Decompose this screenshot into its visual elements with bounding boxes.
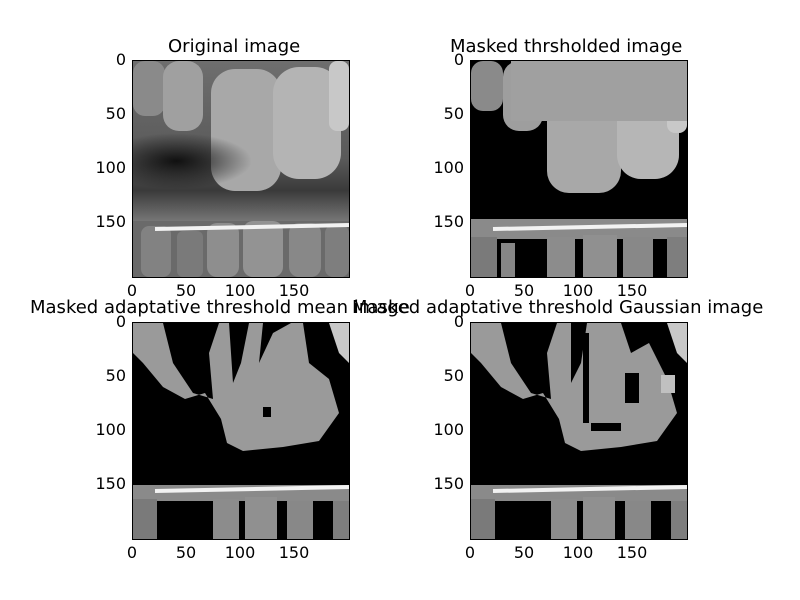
y-tick-label: 150 — [433, 474, 464, 493]
adaptive-mean-image — [133, 323, 349, 539]
y-tick-label: 100 — [95, 420, 126, 439]
image-axes — [132, 60, 350, 278]
x-tick-label: 150 — [278, 543, 310, 562]
panel-title: Masked adaptative threshold Gaussian ima… — [352, 297, 764, 318]
y-tick-label: 150 — [95, 474, 126, 493]
y-tick-label: 100 — [95, 158, 126, 177]
x-tick-label: 0 — [126, 543, 138, 562]
x-tick-label: 50 — [175, 281, 197, 300]
x-tick-label: 100 — [562, 281, 594, 300]
x-tick-label: 0 — [126, 281, 138, 300]
y-tick-label: 50 — [443, 366, 464, 385]
panel-title: Masked thrsholded image — [450, 36, 683, 57]
y-tick-label: 100 — [433, 158, 464, 177]
thresholded-image — [471, 61, 687, 277]
image-axes — [470, 60, 688, 278]
panel-title: Masked adaptative threshold mean image — [30, 297, 410, 318]
x-tick-label: 0 — [464, 281, 476, 300]
y-tick-label: 50 — [105, 366, 126, 385]
original-xray-image — [133, 61, 349, 277]
x-tick-label: 150 — [278, 281, 310, 300]
y-tick-label: 0 — [453, 312, 464, 331]
x-tick-label: 0 — [464, 543, 476, 562]
y-tick-label: 0 — [453, 50, 464, 69]
y-tick-label: 150 — [433, 212, 464, 231]
y-tick-label: 0 — [115, 312, 126, 331]
x-tick-label: 50 — [175, 543, 197, 562]
y-tick-label: 50 — [443, 104, 464, 123]
panel-title: Original image — [168, 36, 301, 57]
x-tick-label: 150 — [616, 543, 648, 562]
y-tick-label: 50 — [105, 104, 126, 123]
x-tick-label: 50 — [513, 543, 535, 562]
x-tick-label: 100 — [224, 543, 256, 562]
y-tick-label: 100 — [433, 420, 464, 439]
x-tick-label: 50 — [513, 281, 535, 300]
y-tick-label: 0 — [115, 50, 126, 69]
adaptive-gaussian-image — [471, 323, 687, 539]
x-tick-label: 100 — [562, 543, 594, 562]
x-tick-label: 150 — [616, 281, 648, 300]
x-tick-label: 100 — [224, 281, 256, 300]
y-tick-label: 150 — [95, 212, 126, 231]
image-axes — [132, 322, 350, 540]
image-axes — [470, 322, 688, 540]
